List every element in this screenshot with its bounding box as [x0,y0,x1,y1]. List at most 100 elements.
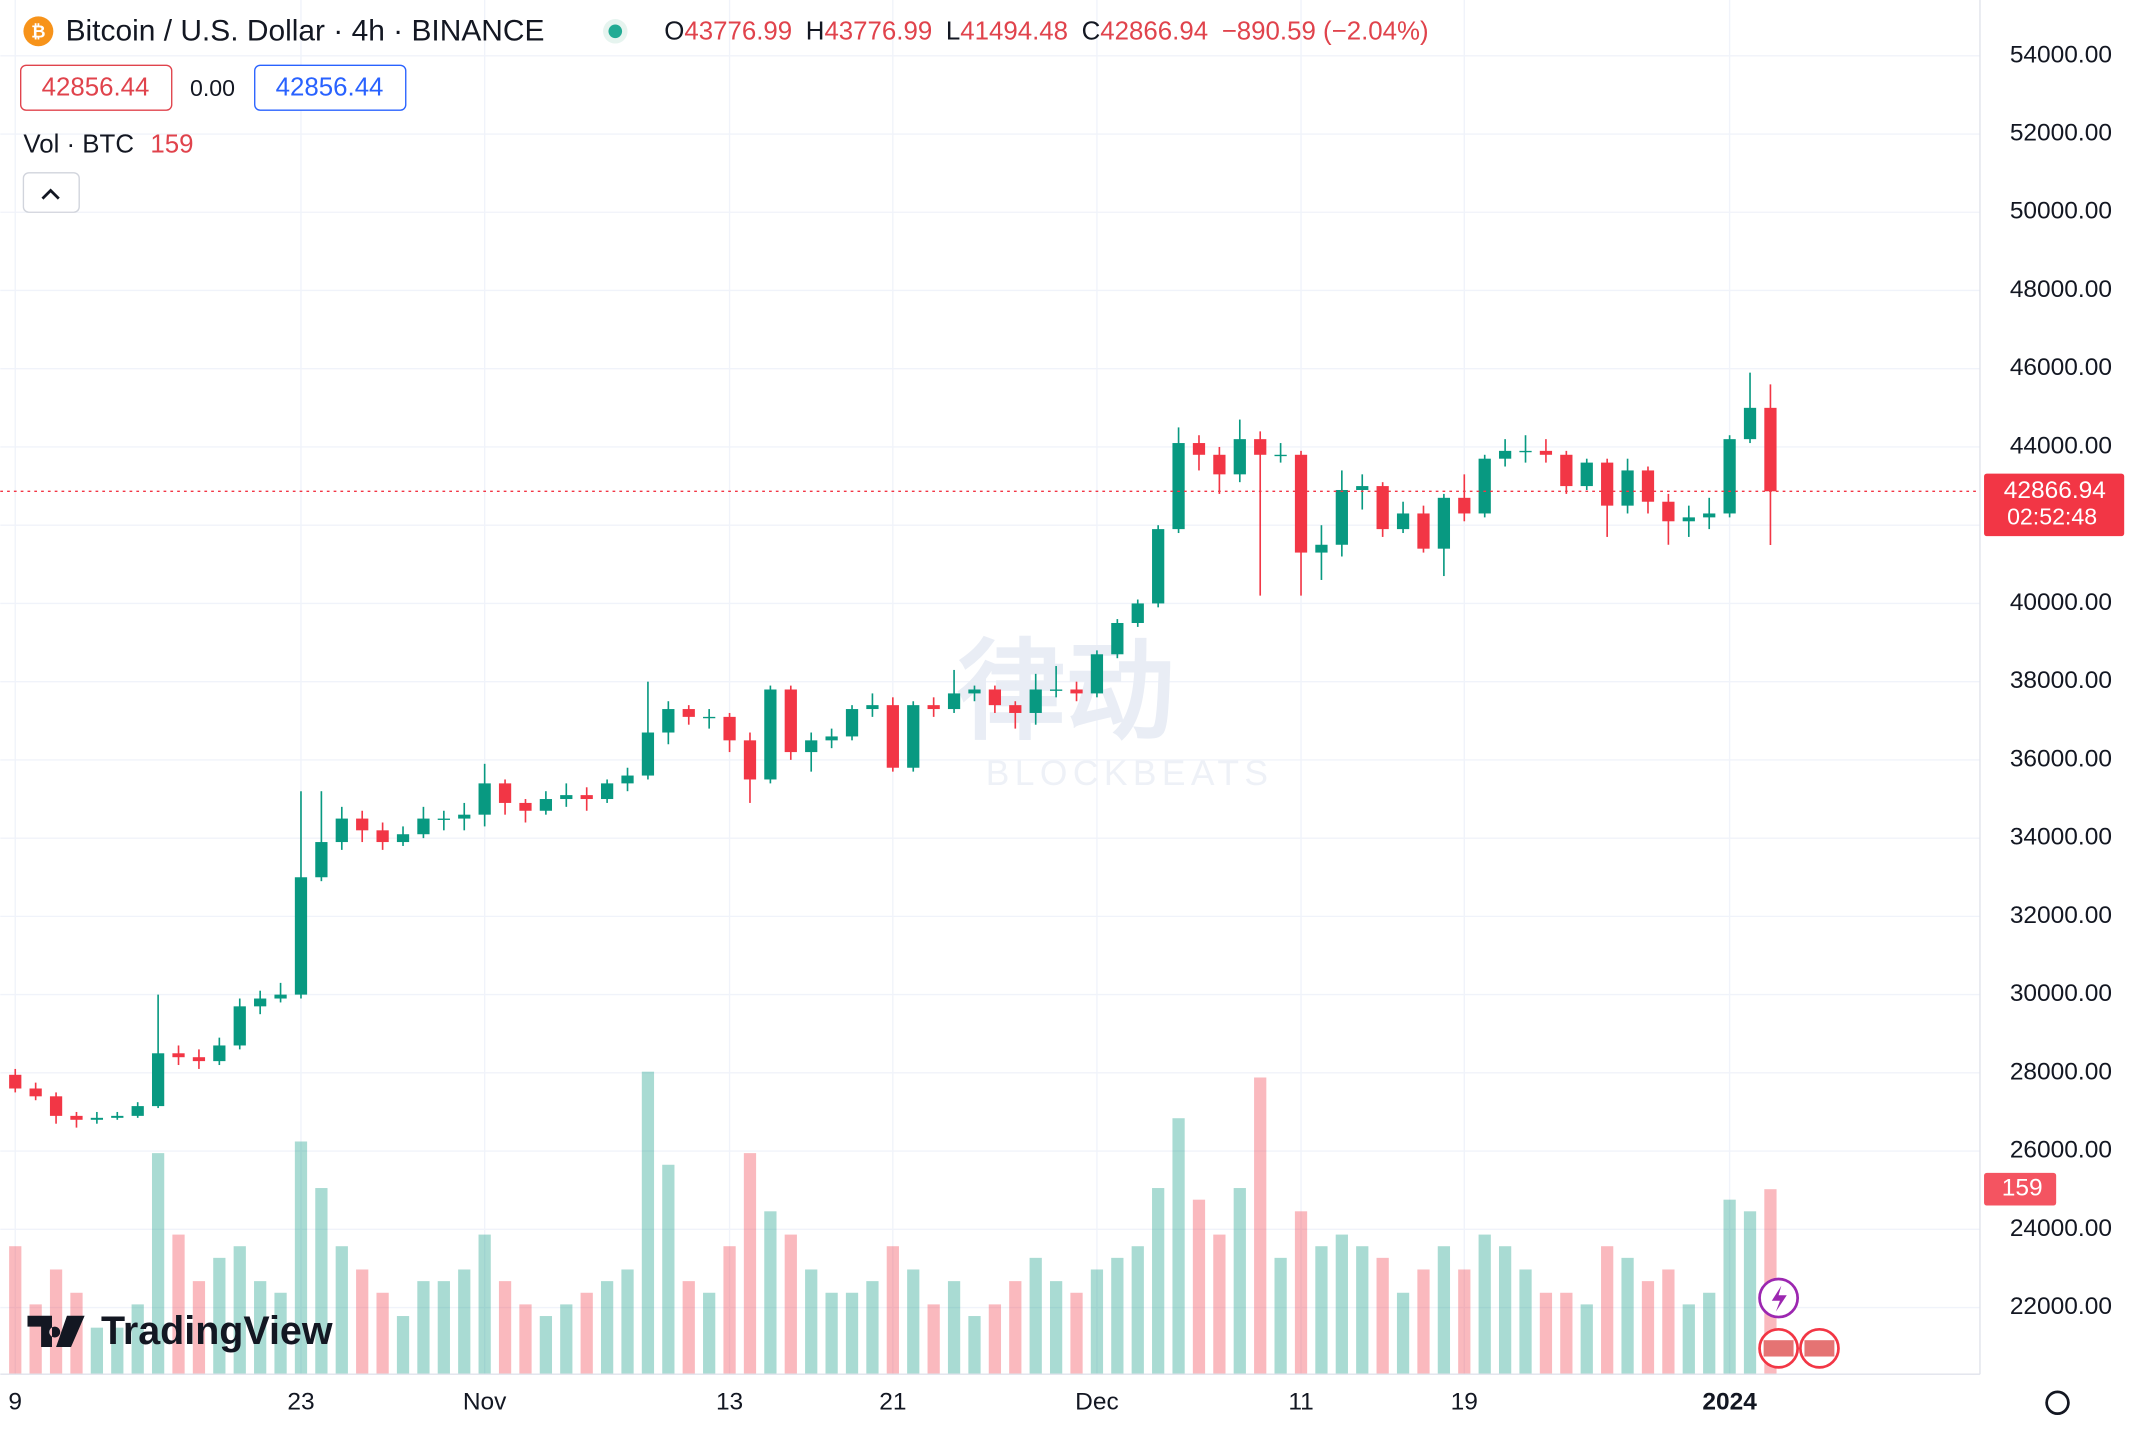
ohlc-row: O43776.99 H43776.99 L41494.48 C42866.94 −890… [664,17,1428,45]
candle-body [1090,654,1104,694]
grid-layer [0,0,1980,1375]
y-tick-label: 26000.00 [2010,1137,2112,1164]
candle-body [478,783,491,815]
candle-body [641,732,655,776]
volume-bar [764,1211,777,1375]
candle-body [1294,454,1308,553]
volume-bar [968,1316,981,1375]
candle-layer [9,372,1777,1128]
candle-body [1478,458,1491,514]
volume-value: 159 [150,130,193,158]
volume-bar [519,1304,532,1375]
y-tick-label: 28000.00 [2010,1058,2112,1085]
candle-body [1070,689,1083,694]
volume-bar [1498,1246,1512,1375]
l-value: 41494.48 [960,17,1068,45]
volume-bar [886,1246,899,1375]
volume-bar [1090,1269,1104,1375]
candle-body [621,775,634,784]
volume-bar [192,1281,206,1375]
volume-bar [1049,1281,1063,1375]
logo-icon [27,1315,85,1348]
logo-text: TradingView [101,1309,333,1353]
candle-body [1621,470,1634,506]
candle-body [1172,443,1185,530]
candle-body [458,814,471,819]
candle-body [519,802,532,811]
y-tick-label: 40000.00 [2010,589,2112,616]
candle-body [1396,513,1410,530]
candle-body [1662,501,1675,522]
candle-body [172,1053,185,1058]
volume-bar [233,1246,246,1375]
volume-bar [437,1281,450,1375]
volume-bar [1723,1199,1736,1375]
volume-bar [335,1246,348,1375]
candle-body [192,1057,206,1062]
volume-bar [1294,1211,1308,1375]
candle-body [784,689,797,753]
candle-body [29,1088,42,1097]
volume-bar [1213,1234,1226,1375]
y-tick-label: 38000.00 [2010,667,2112,694]
volume-bar [641,1071,655,1375]
candle-body [376,830,389,843]
volume-bar [131,1304,144,1375]
candle-body [233,1006,246,1046]
last-price-label: 42866.94 [2004,477,2106,504]
buy-price[interactable]: 42856.44 [276,73,384,101]
candle-body [947,693,961,710]
volume-bar [825,1292,838,1375]
volume-bar [1417,1269,1430,1375]
candle-body [703,716,716,719]
countdown: 02:52:48 [2007,504,2097,530]
volume-bar [1029,1257,1042,1375]
candle-body [70,1115,83,1120]
candle-body [764,689,777,780]
volume-bar [417,1281,430,1375]
volume-bar [1233,1188,1246,1375]
volume-bar [1192,1199,1206,1375]
volume-bar [927,1304,940,1375]
candle-body [90,1117,104,1120]
event-bolt[interactable] [1771,1285,1787,1312]
volume-bar [1335,1234,1348,1375]
volume-bar [784,1234,797,1375]
candle-body [560,795,573,800]
buy-button[interactable] [254,64,407,111]
candle-body [213,1045,226,1062]
y-tick-label: 36000.00 [2010,745,2112,772]
volume-bar [1682,1304,1695,1375]
sell-price[interactable]: 42856.44 [42,73,150,101]
volume-bar [376,1292,389,1375]
symbol-title: Bitcoin / U.S. Dollar · 4h · BINANCE [66,15,545,48]
volume-bar [1274,1257,1287,1375]
y-tick-label: 22000.00 [2010,1293,2112,1320]
settings-icon[interactable] [2045,1390,2070,1416]
candle-body [1192,443,1206,455]
candle-body [805,740,818,753]
volume-bar [498,1281,512,1375]
candle-body [1764,407,1777,492]
collapse-icon[interactable] [41,188,60,200]
volume-bar [315,1188,328,1375]
volume-bar [254,1281,267,1375]
h-label: H [806,17,825,45]
volume-bar [1580,1304,1593,1375]
x-tick-label: 23 [287,1388,314,1415]
candle-body [1458,497,1471,514]
candle-body [1560,454,1573,487]
volume-bar [1009,1281,1022,1375]
x-tick-label: 13 [716,1388,743,1415]
candle-body [662,709,675,733]
candle-body [927,705,940,710]
volume-bar [478,1234,491,1375]
y-tick-label: 44000.00 [2010,432,2112,459]
candle-body [356,818,369,831]
last-price-box [1984,473,2125,537]
sell-button[interactable] [20,64,173,111]
volume-bar [1743,1211,1757,1375]
x-tick-label: 11 [1288,1388,1313,1415]
candle-body [988,689,1002,706]
